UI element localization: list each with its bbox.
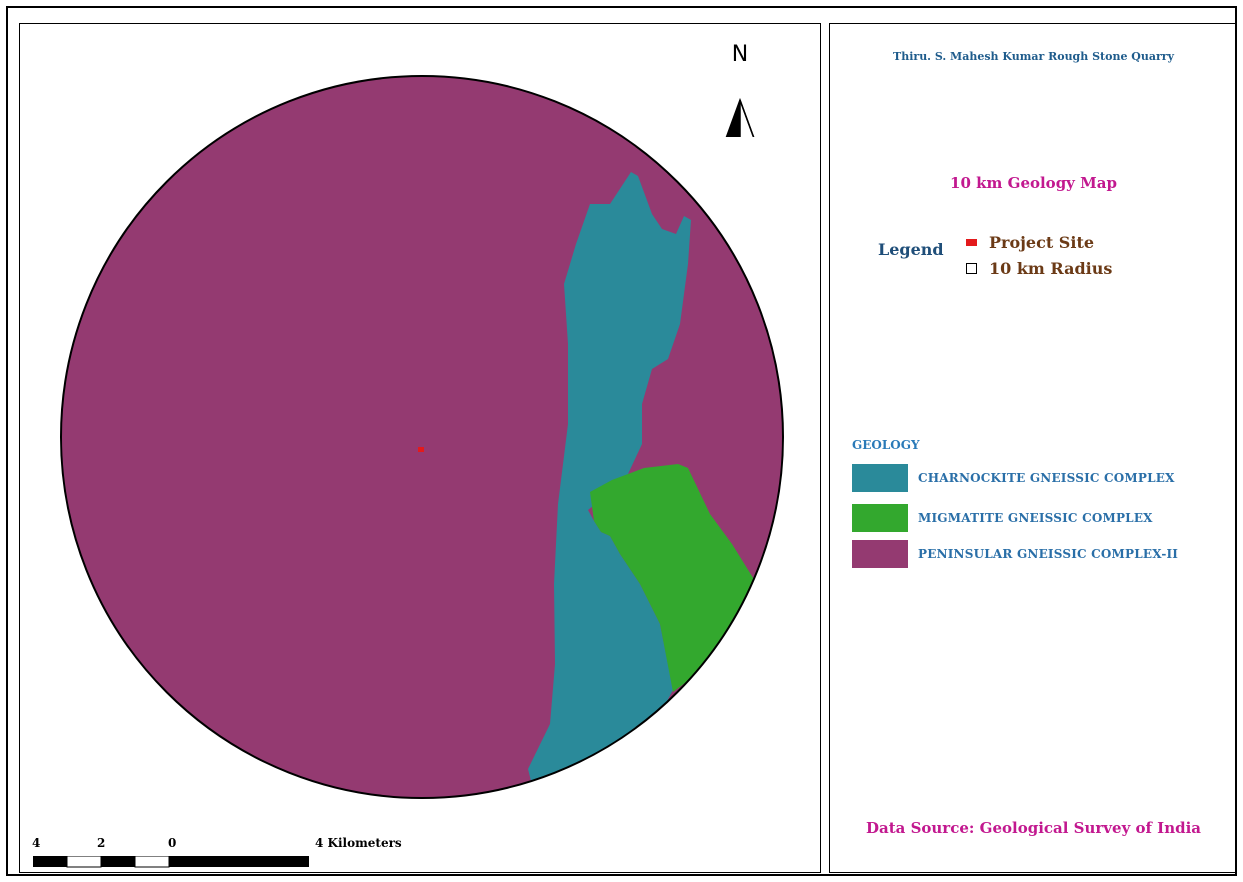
- map-title: 10 km Geology Map: [950, 174, 1117, 192]
- radius-swatch: [966, 262, 977, 274]
- geology-item-charnockite: CHARNOCKITE GNEISSIC COMPLEX: [852, 463, 1175, 493]
- peninsular-swatch: [852, 540, 908, 568]
- geology-map: [60, 75, 784, 799]
- migmatite-gneissic-area: [590, 464, 760, 692]
- ten-km-radius-circle: [60, 75, 784, 799]
- scale-label-0: 0: [168, 836, 177, 850]
- legend-heading: Legend: [878, 240, 944, 259]
- geology-item-migmatite: MIGMATITE GNEISSIC COMPLEX: [852, 503, 1153, 533]
- project-site-swatch: [966, 238, 977, 246]
- legend-item-project-site: Project Site: [966, 231, 1094, 253]
- project-title: Thiru. S. Mahesh Kumar Rough Stone Quarr…: [893, 50, 1174, 63]
- charnockite-label: CHARNOCKITE GNEISSIC COMPLEX: [918, 471, 1175, 485]
- scale-label-4-kilometers: 4 Kilometers: [315, 836, 402, 850]
- scale-label-4-left: 4: [32, 836, 41, 850]
- legend-panel: Thiru. S. Mahesh Kumar Rough Stone Quarr…: [829, 23, 1236, 873]
- migmatite-label: MIGMATITE GNEISSIC COMPLEX: [918, 511, 1153, 525]
- north-arrow-icon: [725, 97, 755, 137]
- north-arrow: N: [720, 42, 760, 137]
- map-panel: N 4 2 0 4 Kilometers: [19, 23, 821, 873]
- peninsular-label: PENINSULAR GNEISSIC COMPLEX-II: [918, 547, 1179, 561]
- geology-item-peninsular: PENINSULAR GNEISSIC COMPLEX-II: [852, 539, 1178, 569]
- scale-bar: 4 2 0 4 Kilometers: [30, 836, 410, 872]
- north-label: N: [731, 42, 749, 67]
- migmatite-swatch: [852, 504, 908, 532]
- project-site-marker: [418, 447, 424, 452]
- charnockite-gneissic-area: [528, 172, 691, 789]
- legend-item-radius: 10 km Radius: [966, 257, 1112, 279]
- scale-bar-segments: [33, 856, 309, 868]
- radius-label: 10 km Radius: [989, 258, 1113, 278]
- scale-label-2: 2: [97, 836, 106, 850]
- charnockite-swatch: [852, 464, 908, 492]
- project-site-label: Project Site: [989, 232, 1095, 252]
- data-source: Data Source: Geological Survey of India: [865, 819, 1202, 837]
- geology-heading: GEOLOGY: [852, 438, 920, 452]
- outer-frame: [6, 6, 1237, 876]
